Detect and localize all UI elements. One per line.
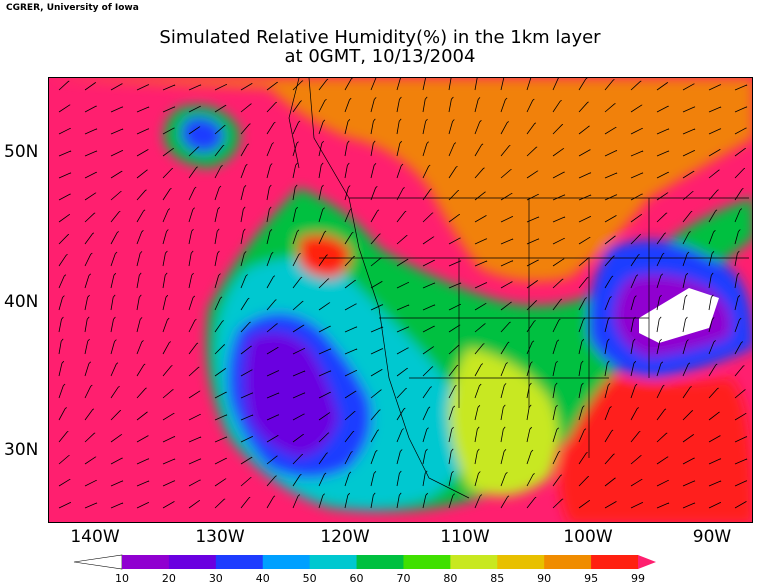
colorbar-swatch (497, 555, 545, 569)
lon-label-90w: 90W (692, 527, 732, 547)
colorbar-label: 80 (443, 572, 458, 585)
map-subtitle: at 0GMT, 10/13/2004 (284, 46, 476, 67)
lat-label-50n: 50N (4, 142, 39, 162)
colorbar-swatch (262, 555, 311, 569)
state-boundaries (288, 78, 749, 499)
credit-text: CGRER, University of Iowa (6, 3, 139, 13)
colorbar-label: 90 (537, 572, 552, 585)
colorbar-swatch (450, 555, 498, 569)
colorbar-swatch (403, 555, 451, 569)
colorbar-label: 30 (208, 572, 223, 585)
humidity-field (49, 78, 752, 522)
lon-label-100w: 100W (563, 527, 613, 547)
colorbar-label: 60 (349, 572, 364, 585)
colorbar-label: 50 (302, 572, 317, 585)
colorbar-swatch-below (73, 554, 123, 570)
colorbar-swatch (215, 555, 264, 569)
colorbar-swatch (356, 555, 404, 569)
colorbar-label: 20 (161, 572, 176, 585)
wind-barbs (58, 78, 748, 509)
colorbar-label: 40 (255, 572, 270, 585)
colorbar-swatch (168, 555, 217, 569)
lon-label-140w: 140W (70, 527, 120, 547)
map-title: Simulated Relative Humidity(%) in the 1k… (159, 27, 601, 48)
colorbar-swatch (544, 555, 592, 569)
colorbar-label: 10 (115, 572, 129, 585)
colorbar-label: 70 (396, 572, 411, 585)
colorbar-swatch (591, 555, 639, 569)
colorbar-label: 99 (631, 572, 645, 585)
colorbar-label: 95 (584, 572, 599, 585)
lon-label-110w: 110W (440, 527, 490, 547)
colorbar (73, 554, 656, 570)
lat-label-30n: 30N (4, 440, 39, 460)
colorbar-swatches (73, 554, 656, 570)
colorbar-label: 85 (490, 572, 505, 585)
colorbar-swatch-above (638, 555, 656, 569)
lat-label-40n: 40N (4, 292, 39, 312)
dry-core (639, 288, 719, 343)
colorbar-swatch (309, 555, 357, 569)
lon-label-130w: 130W (195, 527, 245, 547)
humidity-map (48, 77, 753, 523)
lon-label-120w: 120W (320, 527, 370, 547)
colorbar-swatch (122, 555, 170, 569)
